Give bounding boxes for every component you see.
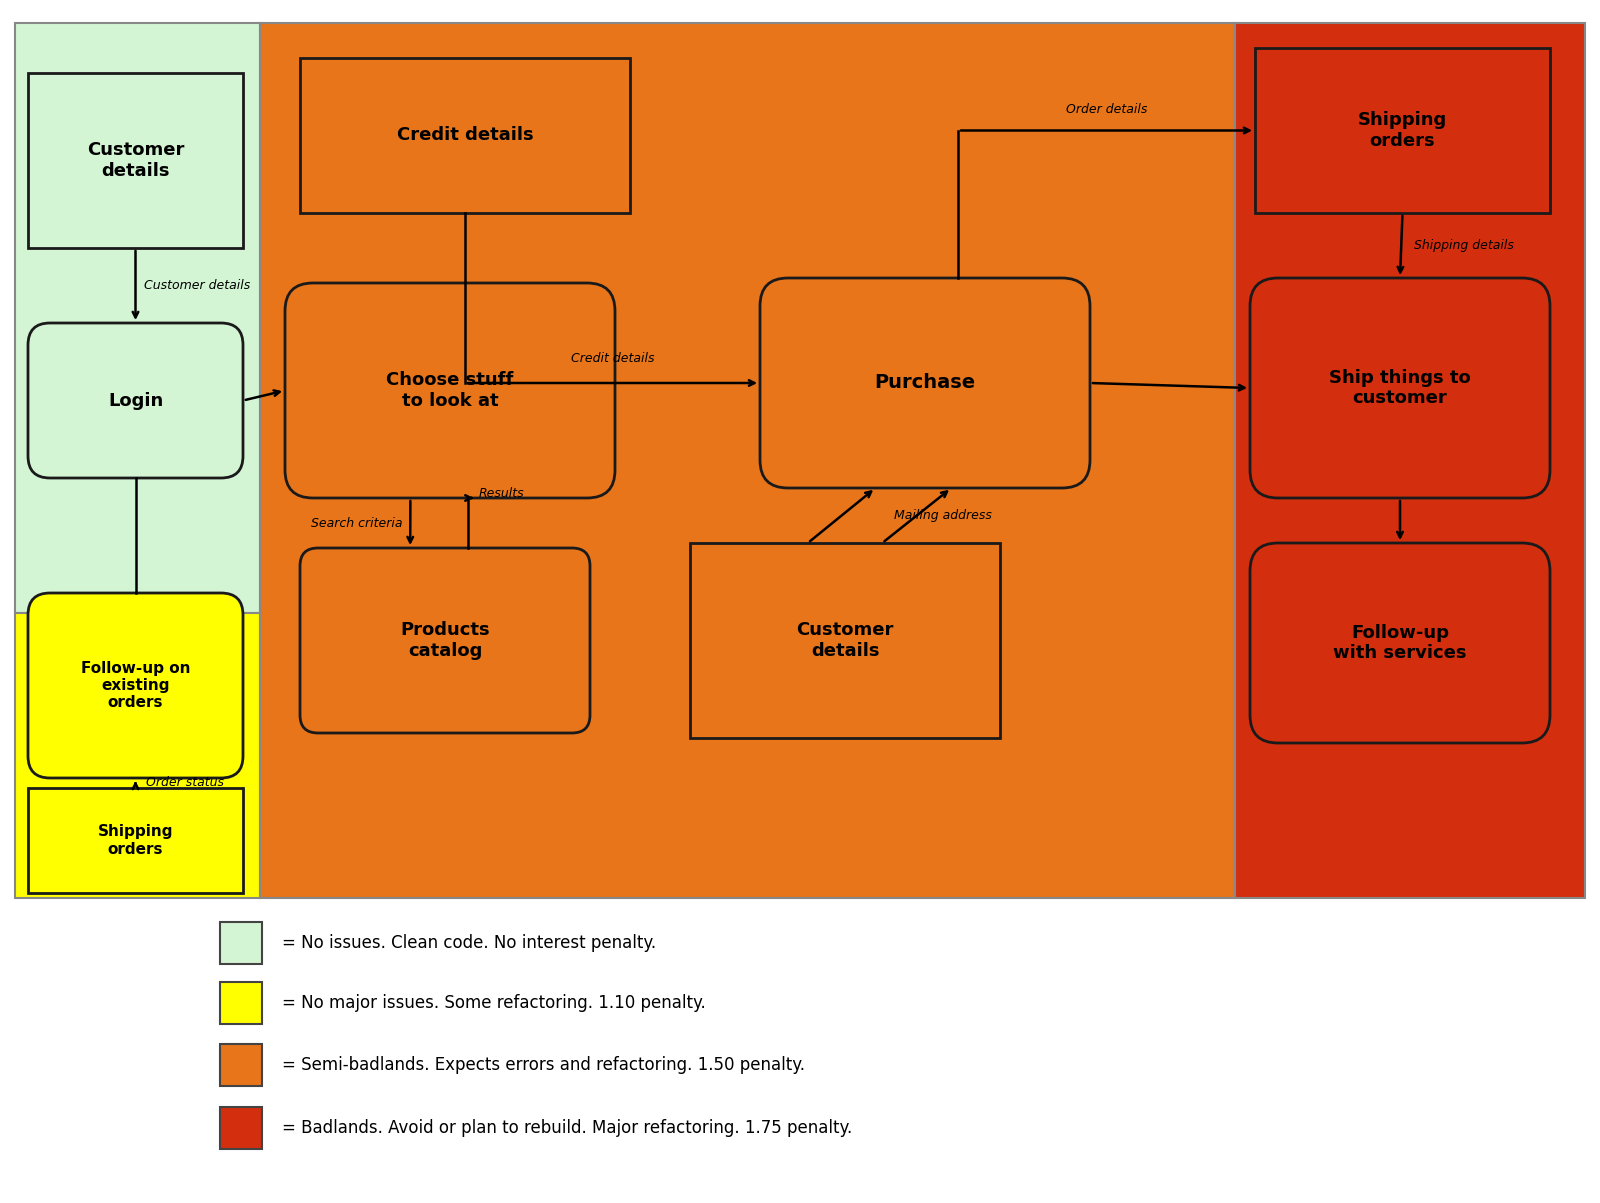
Bar (1235, 23, 1586, 897)
Text: = No issues. Clean code. No interest penalty.: = No issues. Clean code. No interest pen… (282, 934, 656, 952)
Bar (690, 543, 1000, 737)
Text: = Semi-badlands. Expects errors and refactoring. 1.50 penalty.: = Semi-badlands. Expects errors and refa… (282, 1056, 805, 1074)
Text: Shipping details: Shipping details (1414, 239, 1514, 251)
Text: Shipping
orders: Shipping orders (1358, 111, 1446, 150)
FancyBboxPatch shape (285, 283, 614, 498)
Bar (14, 23, 259, 614)
Bar (221, 1044, 262, 1086)
Text: Order status: Order status (146, 776, 224, 789)
Text: Credit details: Credit details (571, 352, 654, 365)
Bar (259, 23, 1235, 897)
Text: Credit details: Credit details (397, 126, 533, 144)
Text: Follow-up on
existing
orders: Follow-up on existing orders (80, 660, 190, 711)
Bar (1254, 48, 1550, 213)
Text: Mailing address: Mailing address (894, 509, 992, 522)
Text: Customer
details: Customer details (86, 141, 184, 180)
Text: Search criteria: Search criteria (310, 516, 403, 529)
Bar (29, 788, 243, 893)
Text: = Badlands. Avoid or plan to rebuild. Major refactoring. 1.75 penalty.: = Badlands. Avoid or plan to rebuild. Ma… (282, 1119, 853, 1137)
Text: Shipping
orders: Shipping orders (98, 824, 173, 857)
FancyBboxPatch shape (1250, 543, 1550, 743)
Text: Choose stuff
to look at: Choose stuff to look at (386, 371, 514, 410)
Bar (29, 73, 243, 248)
Text: Order details: Order details (1066, 102, 1147, 115)
FancyBboxPatch shape (760, 278, 1090, 488)
Text: Products
catalog: Products catalog (400, 621, 490, 660)
Bar (221, 982, 262, 1024)
Text: Results: Results (478, 486, 523, 499)
Bar (301, 58, 630, 213)
Text: Customer
details: Customer details (797, 621, 894, 660)
FancyBboxPatch shape (29, 593, 243, 778)
Text: Login: Login (107, 391, 163, 409)
Text: Purchase: Purchase (875, 373, 976, 392)
Text: Customer details: Customer details (144, 279, 250, 292)
Bar (14, 614, 259, 897)
FancyBboxPatch shape (29, 322, 243, 478)
FancyBboxPatch shape (1250, 278, 1550, 498)
Bar (221, 921, 262, 964)
Text: Follow-up
with services: Follow-up with services (1333, 623, 1467, 663)
FancyBboxPatch shape (301, 549, 590, 733)
Text: Ship things to
customer: Ship things to customer (1330, 368, 1470, 408)
Text: = No major issues. Some refactoring. 1.10 penalty.: = No major issues. Some refactoring. 1.1… (282, 994, 706, 1012)
Bar (221, 1107, 262, 1149)
